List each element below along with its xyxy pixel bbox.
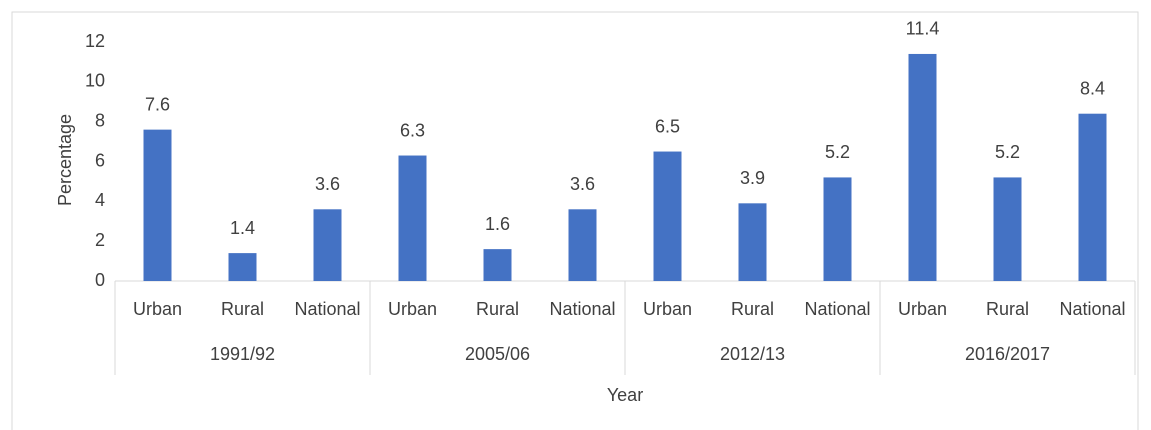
x-tick-label: Rural <box>986 299 1029 319</box>
x-tick-label: Urban <box>133 299 182 319</box>
data-label: 1.4 <box>230 218 255 238</box>
bar <box>143 129 172 281</box>
y-tick-label: 8 <box>95 110 105 130</box>
chart-border <box>11 11 1139 430</box>
x-tick-label: Rural <box>476 299 519 319</box>
data-label: 3.6 <box>315 174 340 194</box>
x-tick-label: National <box>1059 299 1125 319</box>
group-label: 2005/06 <box>465 344 530 364</box>
y-tick-label: 10 <box>85 71 105 91</box>
bar <box>993 177 1022 281</box>
data-label: 5.2 <box>825 142 850 162</box>
x-tick-label: National <box>549 299 615 319</box>
bar <box>313 209 342 281</box>
bar <box>653 151 682 281</box>
bar <box>483 249 512 281</box>
x-tick-label: Rural <box>221 299 264 319</box>
data-label: 1.6 <box>485 214 510 234</box>
bar <box>398 155 427 281</box>
data-label: 8.4 <box>1080 78 1105 98</box>
data-label: 3.9 <box>740 168 765 188</box>
x-axis-label: Year <box>607 385 643 405</box>
bar <box>738 203 767 281</box>
x-tick-label: Urban <box>643 299 692 319</box>
data-label: 3.6 <box>570 174 595 194</box>
y-tick-label: 12 <box>85 31 105 51</box>
x-tick-label: Rural <box>731 299 774 319</box>
bar <box>823 177 852 281</box>
x-tick-label: Urban <box>388 299 437 319</box>
bar <box>1078 113 1107 281</box>
data-label: 5.2 <box>995 142 1020 162</box>
data-label: 6.3 <box>400 120 425 140</box>
bar <box>228 253 257 281</box>
group-label: 2012/13 <box>720 344 785 364</box>
y-axis-label: Percentage <box>55 114 75 206</box>
x-tick-label: National <box>294 299 360 319</box>
data-label: 11.4 <box>906 19 940 39</box>
group-label: 1991/92 <box>210 344 275 364</box>
bar <box>908 53 937 282</box>
x-tick-label: Urban <box>898 299 947 319</box>
y-tick-label: 4 <box>95 190 105 210</box>
y-tick-label: 6 <box>95 150 105 170</box>
data-label: 6.5 <box>655 116 680 136</box>
data-label: 7.6 <box>145 94 170 114</box>
x-tick-label: National <box>804 299 870 319</box>
group-label: 2016/2017 <box>965 344 1050 364</box>
y-tick-label: 0 <box>95 270 105 290</box>
y-tick-label: 2 <box>95 230 105 250</box>
bar <box>568 209 597 281</box>
